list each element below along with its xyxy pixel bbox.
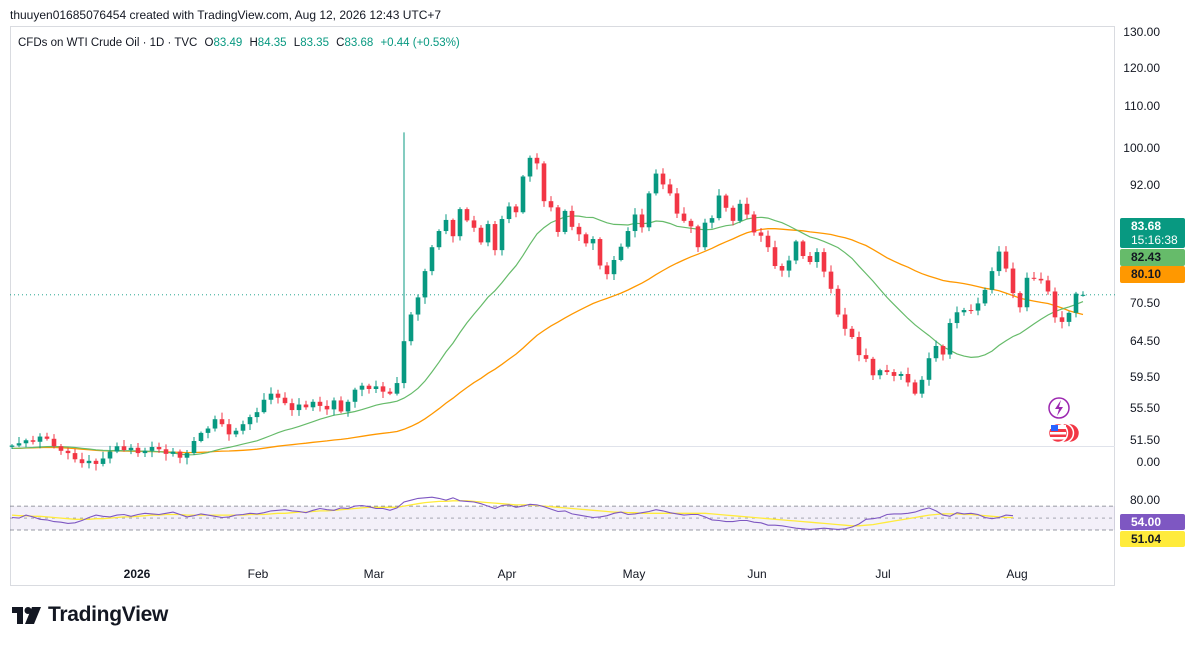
- y-tick-label: 100.00: [1123, 141, 1160, 155]
- ma-slow-badge-box: [1120, 266, 1185, 283]
- y-tick-label: 64.50: [1130, 334, 1160, 348]
- last-price-badge-box: [1120, 218, 1185, 248]
- high-label: H: [249, 37, 258, 49]
- open-label: O: [204, 37, 214, 49]
- close-label: C: [336, 37, 345, 49]
- y-tick-label: 110.00: [1124, 99, 1160, 113]
- y-tick-label: 51.50: [1130, 433, 1160, 447]
- y-tick-label: 92.00: [1130, 178, 1160, 192]
- change-value: +0.44 (+0.53%): [380, 37, 460, 49]
- symbol-legend: CFDs on WTI Crude Oil · 1D · TVC O83.49 …: [18, 37, 460, 49]
- tradingview-logo-text: TradingView: [48, 603, 169, 626]
- last-price-badge-text: 15:16:38: [1131, 233, 1178, 247]
- chart-frame[interactable]: [10, 26, 1115, 586]
- y-tick-label: 70.50: [1130, 296, 1160, 310]
- rsi-tick-label: 80.00: [1130, 493, 1160, 507]
- rsi-ma-badge-box: [1120, 531, 1185, 547]
- ma-fast-badge-text: 82.43: [1131, 250, 1161, 264]
- y-tick-label: 0.00: [1137, 455, 1161, 469]
- ma-slow-badge: 80.10: [1120, 266, 1185, 283]
- rsi-badge-box: [1120, 514, 1185, 530]
- tradingview-logo[interactable]: TradingView: [12, 603, 168, 627]
- ma-slow-badge-text: 80.10: [1131, 267, 1161, 281]
- tradingview-logo-icon: [12, 606, 41, 624]
- y-tick-label: 130.00: [1123, 25, 1160, 39]
- close-value: 83.68: [344, 37, 374, 49]
- y-tick-label: 120.00: [1123, 61, 1160, 75]
- y-tick-label: 55.50: [1130, 401, 1160, 415]
- low-value: 83.35: [300, 37, 329, 49]
- last-price-badge-text: 83.68: [1131, 219, 1161, 233]
- high-value: 84.35: [257, 37, 287, 49]
- rsi-badge-text: 54.00: [1131, 515, 1161, 529]
- attribution-header: thuuyen01685076454 created with TradingV…: [10, 8, 442, 22]
- rsi-badge: 54.00: [1120, 514, 1185, 530]
- ma-fast-badge: 82.43: [1120, 249, 1185, 266]
- open-value: 83.49: [213, 37, 243, 49]
- rsi-ma-badge-text: 51.04: [1131, 532, 1161, 546]
- low-label: L: [293, 37, 301, 49]
- symbol-name: CFDs on WTI Crude Oil · 1D · TVC: [18, 37, 198, 49]
- ma-fast-badge-box: [1120, 249, 1185, 266]
- rsi-ma-badge: 51.04: [1120, 531, 1185, 547]
- y-tick-label: 59.50: [1130, 370, 1160, 384]
